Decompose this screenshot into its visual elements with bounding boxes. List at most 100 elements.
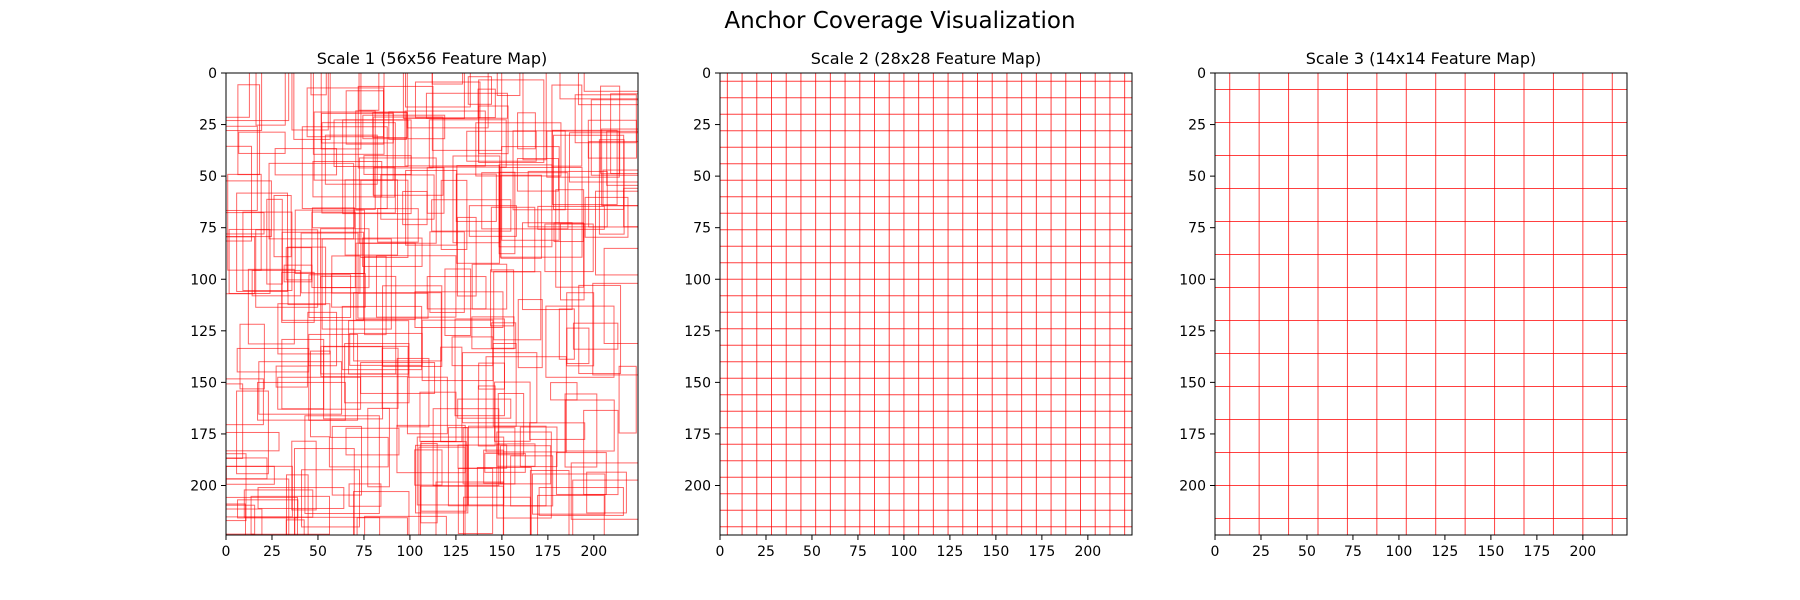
y-tick-label: 50: [693, 169, 711, 185]
anchor-box: [237, 84, 261, 176]
anchor-box: [577, 73, 638, 106]
anchor-box: [258, 361, 343, 415]
anchor-box: [275, 365, 308, 388]
anchor-box: [358, 73, 380, 111]
anchor-box: [308, 274, 352, 319]
anchor-box: [362, 237, 423, 267]
anchor-box: [396, 357, 430, 428]
anchor-box: [341, 305, 423, 371]
anchor-box: [490, 322, 517, 349]
anchor-box: [291, 73, 329, 131]
anchor-box: [348, 320, 410, 375]
anchor-box: [255, 73, 286, 126]
x-tick-label: 150: [489, 544, 516, 560]
anchor-box: [281, 338, 325, 410]
axes-frame: [719, 72, 1133, 536]
anchor-box: [226, 145, 253, 242]
anchor-box: [308, 333, 359, 421]
anchor-box: [517, 299, 543, 369]
anchor-box: [592, 282, 638, 376]
anchor-box: [466, 130, 537, 162]
anchor-box: [431, 73, 464, 85]
anchor-box: [320, 73, 362, 150]
anchor-box: [522, 73, 547, 161]
anchor-box: [226, 383, 244, 459]
anchor-box: [226, 125, 258, 211]
anchor-box: [301, 469, 361, 528]
axes-frame: [225, 72, 639, 536]
x-tick-label: 125: [443, 544, 470, 560]
y-tick-label: 200: [1179, 479, 1206, 495]
chart-panel-1: Scale 1 (56x56 Feature Map) 0 25 50 75 100 125…: [190, 49, 639, 560]
x-tick-label: 175: [1029, 544, 1056, 560]
anchor-box: [331, 273, 366, 308]
anchor-box: [566, 327, 590, 365]
anchor-box: [373, 166, 396, 198]
y-tick-label: 200: [684, 479, 711, 495]
anchor-box: [451, 336, 494, 367]
x-tick-label: 200: [1074, 544, 1101, 560]
anchor-box: [375, 255, 457, 318]
anchor-box: [574, 94, 637, 144]
anchor-box: [356, 517, 408, 535]
y-tick-label: 0: [702, 66, 711, 82]
anchor-layer: [720, 73, 1132, 535]
axes-frame: [1214, 72, 1628, 536]
anchor-box: [601, 128, 638, 207]
anchor-box: [477, 385, 496, 447]
anchor-box: [320, 228, 370, 289]
anchor-box: [236, 347, 310, 373]
anchor-box: [300, 232, 359, 294]
y-tick-label: 200: [190, 479, 217, 495]
anchor-box: [226, 180, 272, 238]
anchor-box: [363, 155, 412, 175]
anchor-box: [429, 231, 465, 313]
anchor-box: [431, 199, 512, 232]
x-tick-label: 25: [757, 544, 775, 560]
anchor-box: [440, 179, 468, 250]
anchor-box: [281, 271, 315, 323]
figure-title: Anchor Coverage Visualization: [724, 8, 1076, 34]
y-tick-label: 175: [190, 427, 217, 443]
x-tick-label: 25: [263, 544, 281, 560]
anchor-box: [584, 196, 629, 238]
x-tick-label: 150: [1478, 544, 1505, 560]
y-tick-label: 50: [1188, 169, 1206, 185]
anchor-box: [320, 345, 409, 378]
anchor-box: [420, 441, 467, 512]
anchor-box: [501, 146, 560, 241]
x-tick-label: 25: [1252, 544, 1270, 560]
anchor-box: [226, 453, 247, 522]
x-tick-label: 175: [1524, 544, 1551, 560]
anchor-box: [226, 504, 256, 535]
x-tick-label: 75: [849, 544, 867, 560]
anchor-box: [428, 119, 507, 168]
x-tick-label: 100: [397, 544, 424, 560]
anchor-box: [555, 452, 607, 495]
anchor-box: [226, 478, 290, 535]
anchor-box: [527, 170, 608, 228]
anchor-box: [595, 190, 638, 276]
x-tick-label: 50: [803, 544, 821, 560]
y-tick-label: 175: [1179, 427, 1206, 443]
x-tick-label: 100: [1386, 544, 1413, 560]
anchor-box: [226, 431, 280, 452]
anchor-box: [493, 271, 542, 341]
anchor-box: [517, 112, 536, 150]
anchor-box: [551, 84, 583, 167]
anchor-box: [360, 179, 409, 258]
anchor-box: [357, 292, 429, 319]
anchor-box: [483, 449, 505, 484]
anchor-box: [321, 238, 392, 330]
anchor-box: [226, 212, 265, 235]
anchor-box: [457, 444, 508, 469]
anchor-box: [564, 399, 615, 452]
anchor-box: [355, 110, 376, 210]
anchor-box: [257, 381, 346, 421]
x-tick-label: 200: [580, 544, 607, 560]
anchor-box: [566, 292, 595, 367]
anchor-box: [544, 223, 594, 273]
x-tick-label: 0: [716, 544, 725, 560]
